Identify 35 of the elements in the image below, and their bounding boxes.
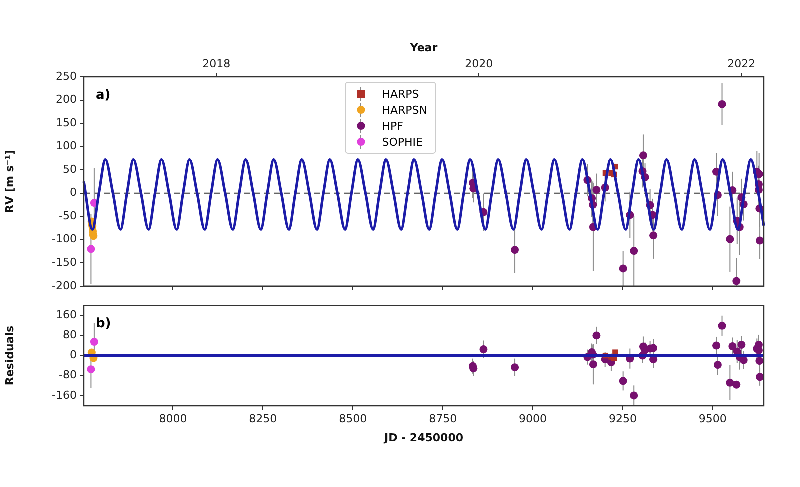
annotation: b) — [96, 316, 112, 332]
y-tick-label: -200 — [52, 279, 77, 292]
x-tick-label: 8500 — [339, 412, 368, 426]
legend-label: HARPS — [382, 88, 420, 100]
y-axis-title: RV [m s⁻¹] — [3, 150, 16, 214]
x-tick-label: 9500 — [698, 412, 727, 426]
legend-label: HARPSN — [382, 104, 428, 116]
y-tick-label: 200 — [56, 93, 77, 106]
y-tick-label: 150 — [56, 116, 77, 130]
x2-tick-label: 2020 — [465, 57, 494, 70]
x-tick-label: 9000 — [519, 412, 548, 426]
y-tick-label: 100 — [56, 140, 77, 153]
y-axis-title: Residuals — [3, 326, 16, 386]
x2-tick-label: 2022 — [728, 57, 756, 70]
y-tick-label: 80 — [63, 328, 77, 342]
y-tick-label: 50 — [63, 162, 77, 176]
y-tick-label: -160 — [52, 388, 77, 402]
x-axis-title: JD - 2450000 — [383, 431, 464, 444]
y-tick-label: 0 — [70, 186, 77, 200]
annotation: a) — [96, 88, 111, 103]
y-tick-label: 0 — [70, 348, 77, 362]
x-tick-label: 8000 — [159, 412, 188, 426]
y-tick-label: 160 — [56, 308, 77, 322]
x2-tick-label: 2018 — [202, 57, 231, 70]
y-tick-label: -50 — [59, 209, 77, 222]
y-tick-label: -80 — [59, 368, 77, 382]
x-tick-label: 8750 — [429, 412, 458, 426]
x-tick-label: 8250 — [249, 412, 278, 426]
y-tick-label: -150 — [52, 256, 77, 269]
legend-label: HPF — [382, 120, 404, 132]
x2-axis-title: Year — [409, 41, 438, 54]
legend-label: SOPHIE — [382, 136, 423, 148]
x-tick-label: 9250 — [608, 412, 637, 426]
y-tick-label: -100 — [52, 232, 77, 246]
y-tick-label: 250 — [56, 70, 77, 83]
